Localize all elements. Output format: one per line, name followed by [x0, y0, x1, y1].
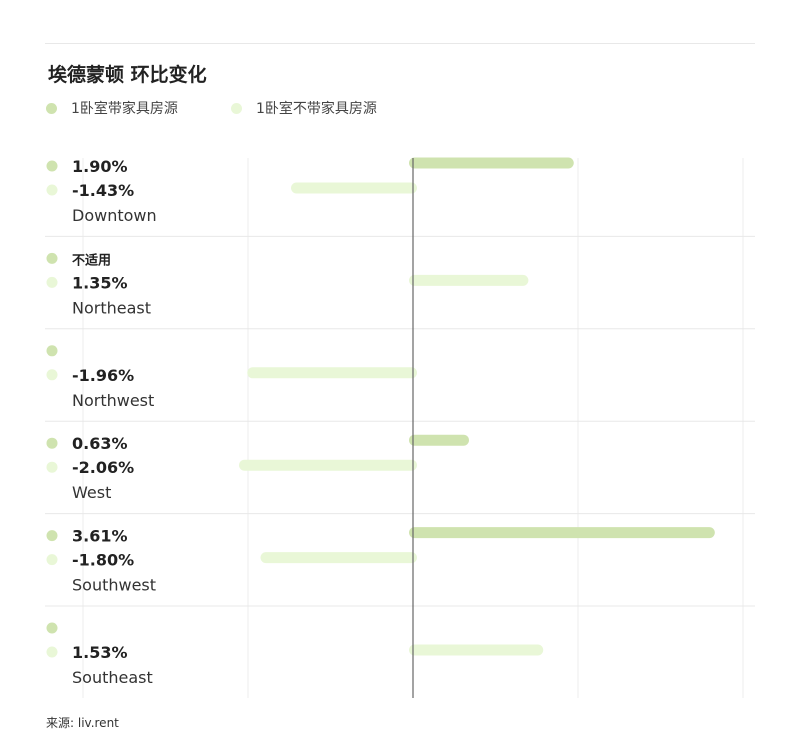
series-dot	[46, 184, 58, 196]
legend-dot-furnished	[46, 102, 57, 114]
chart-title: 埃德蒙顿 环比变化	[48, 64, 207, 86]
legend-label-furnished: 1卧室带家具房源	[71, 101, 178, 117]
bar	[239, 459, 417, 471]
value-label: -1.80%	[72, 551, 134, 570]
legend-item-unfurnished: 1卧室不带家具房源	[231, 98, 377, 118]
category-label: Northwest	[72, 391, 154, 410]
bar	[260, 552, 417, 564]
category-label: West	[72, 483, 111, 502]
value-label: 3.61%	[72, 527, 128, 546]
bar	[409, 644, 544, 656]
bar	[409, 434, 469, 446]
series-dot	[46, 276, 58, 288]
bar	[409, 157, 574, 169]
value-label: 1.35%	[72, 273, 128, 292]
source-note: 来源: liv.rent	[46, 716, 119, 730]
value-label: -2.06%	[72, 458, 134, 477]
series-dot	[46, 461, 58, 473]
legend-item-furnished: 1卧室带家具房源	[46, 98, 178, 118]
bar	[247, 367, 417, 379]
series-dot	[46, 345, 58, 357]
bar	[291, 182, 417, 194]
bar	[409, 527, 715, 539]
category-label: Southeast	[72, 668, 153, 687]
value-label: -1.96%	[72, 366, 134, 385]
series-dot	[46, 646, 58, 658]
series-dot	[46, 554, 58, 566]
series-dot	[46, 369, 58, 381]
legend-label-unfurnished: 1卧室不带家具房源	[256, 101, 377, 117]
series-dot	[46, 252, 58, 264]
series-dot	[46, 622, 58, 634]
category-label: Downtown	[72, 206, 157, 225]
series-dot	[46, 530, 58, 542]
value-label: -1.43%	[72, 181, 134, 200]
series-dot	[46, 160, 58, 172]
value-label: 1.90%	[72, 157, 128, 176]
value-label: 0.63%	[72, 434, 128, 453]
value-label: 1.53%	[72, 643, 128, 662]
category-label: Southwest	[72, 576, 156, 595]
value-label: 不适用	[72, 252, 111, 268]
bar	[409, 274, 529, 286]
series-dot	[46, 437, 58, 449]
legend-dot-unfurnished	[231, 102, 242, 114]
category-label: Northeast	[72, 298, 151, 317]
top-divider	[45, 43, 755, 44]
